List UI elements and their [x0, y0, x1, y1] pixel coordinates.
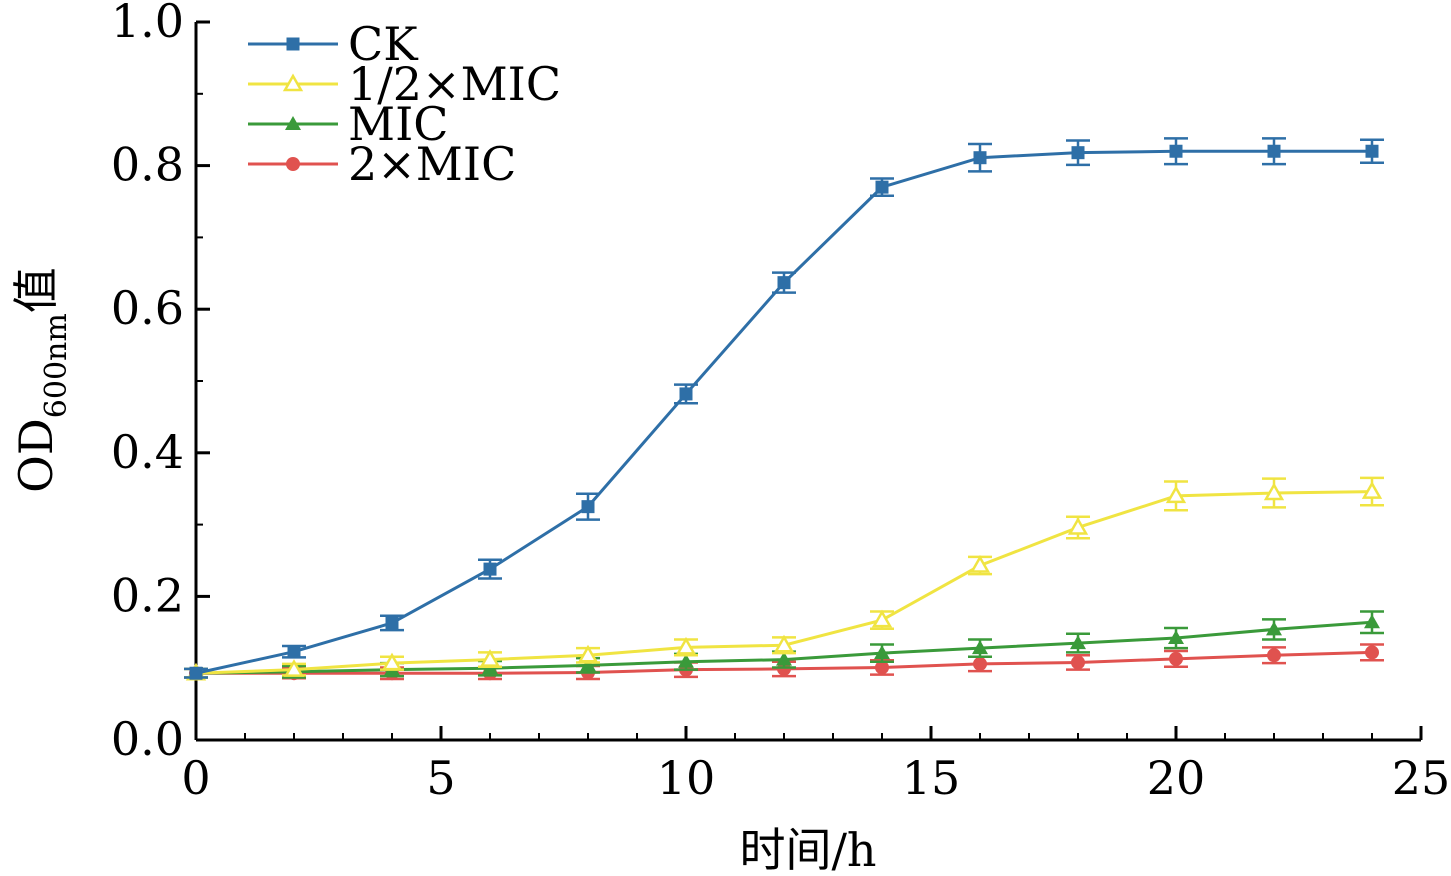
- data-point: [675, 636, 697, 655]
- data-point: [679, 387, 693, 401]
- data-point: [678, 653, 694, 668]
- x-tick-label: 0: [181, 751, 210, 805]
- data-point: [969, 555, 991, 573]
- data-point: [776, 651, 792, 666]
- x-tick-label: 10: [657, 751, 716, 805]
- data-point: [777, 276, 791, 290]
- y-tick-label: 0.2: [111, 568, 184, 622]
- data-point: [581, 500, 595, 514]
- data-point: [189, 666, 203, 680]
- data-point: [1364, 614, 1380, 629]
- data-point: [1267, 144, 1281, 158]
- legend-item: MIC: [248, 97, 448, 151]
- series-CK: [184, 137, 1384, 680]
- data-point: [871, 609, 893, 628]
- data-point: [875, 660, 889, 675]
- y-axis-title-main: OD: [9, 418, 63, 493]
- data-point: [1070, 635, 1086, 650]
- data-point: [385, 616, 399, 630]
- data-point: [580, 657, 596, 672]
- axes: 0 5 10 15 20 25 0.0 0.2 0.4 0.6 0.8 1.0: [111, 0, 1450, 805]
- legend-marker: [286, 157, 300, 171]
- data-point: [773, 634, 795, 653]
- x-tick-label: 15: [902, 751, 961, 805]
- y-axis-title: OD600nm值: [9, 267, 74, 493]
- data-point: [1169, 651, 1183, 666]
- legend-marker: [285, 116, 301, 130]
- data-point: [287, 645, 301, 659]
- data-point: [973, 656, 987, 671]
- y-tick-label: 0.8: [111, 138, 184, 192]
- legend-marker: [282, 73, 304, 92]
- data-point: [1067, 516, 1089, 535]
- data-point: [1168, 630, 1184, 645]
- data-point: [1071, 146, 1085, 160]
- data-point: [1267, 648, 1281, 663]
- legend-label: 1/2×MIC: [348, 57, 561, 111]
- data-point: [875, 180, 889, 194]
- data-point: [973, 151, 987, 165]
- data-point: [483, 562, 497, 576]
- legend-label: 2×MIC: [348, 137, 516, 191]
- y-tick-label: 0.4: [111, 425, 184, 479]
- y-tick-label: 0.6: [111, 281, 184, 335]
- data-point: [1169, 144, 1183, 158]
- legend-label: MIC: [348, 97, 448, 151]
- x-tick-label: 20: [1147, 751, 1206, 805]
- data-point: [1365, 144, 1379, 158]
- series-line: [195, 149, 1372, 675]
- y-axis-title-suffix: 值: [9, 267, 63, 313]
- legend-item: 2×MIC: [248, 137, 516, 191]
- data-point: [874, 645, 890, 660]
- x-axis-title: 时间/h: [739, 823, 876, 876]
- y-tick-label: 0.0: [111, 712, 184, 766]
- x-tick-label: 5: [426, 751, 455, 805]
- data-point: [1165, 485, 1187, 504]
- legend-label: CK: [348, 17, 419, 71]
- data-point: [1365, 645, 1379, 660]
- data-point: [1361, 481, 1383, 499]
- series-layer: [184, 137, 1384, 681]
- legend-marker: [286, 37, 300, 51]
- y-axis-title-subscript: 600nm: [39, 313, 74, 418]
- data-point: [283, 659, 305, 677]
- legend-item: CK: [248, 17, 419, 71]
- data-point: [577, 644, 599, 663]
- data-point: [479, 649, 501, 667]
- x-tick-label: 25: [1392, 751, 1451, 805]
- data-point: [1263, 482, 1285, 501]
- data-point: [381, 652, 403, 671]
- data-point: [1266, 621, 1282, 636]
- series-1/2×MIC: [184, 476, 1384, 681]
- legend-item: 1/2×MIC: [248, 57, 561, 111]
- y-tick-label: 1.0: [111, 0, 184, 48]
- data-point: [1071, 655, 1085, 670]
- data-point: [972, 640, 988, 655]
